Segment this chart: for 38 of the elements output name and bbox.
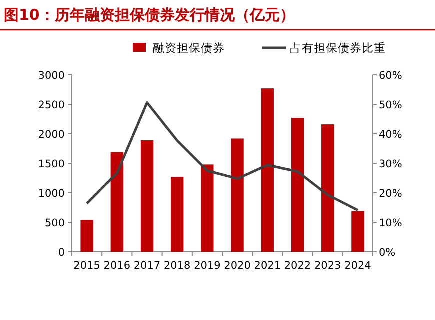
y-tick-label: 500	[44, 218, 65, 230]
bar	[201, 164, 214, 252]
y-tick-label: 2500	[38, 100, 65, 112]
bar	[231, 138, 244, 252]
y2-tick-label: 0%	[379, 247, 396, 259]
y-tick-label: 2000	[38, 129, 65, 141]
bar	[80, 220, 94, 252]
x-tick-label: 2016	[104, 260, 131, 272]
x-tick-label: 2017	[134, 260, 161, 272]
bar	[171, 177, 184, 252]
y2-tick-label: 40%	[379, 129, 402, 141]
x-tick-label: 2021	[254, 260, 282, 272]
legend-label: 融资担保债券	[153, 41, 225, 55]
bar	[140, 140, 154, 252]
x-tick-label: 2018	[164, 260, 191, 272]
bar	[352, 211, 364, 252]
legend-label: 占有担保债券比重	[290, 41, 386, 55]
line-series	[86, 101, 360, 212]
chart-title: 图10：历年融资担保债券发行情况（亿元）	[4, 6, 295, 24]
y-tick-label: 3000	[38, 70, 65, 82]
x-tick-label: 2023	[314, 260, 342, 272]
y2-tick-label: 10%	[379, 218, 402, 230]
x-tick-label: 2022	[284, 260, 312, 272]
bar	[291, 118, 304, 252]
y-tick-label: 1000	[38, 188, 65, 200]
y2-tick-label: 50%	[379, 100, 402, 112]
y2-tick-label: 20%	[379, 188, 402, 200]
y-tick-label: 1500	[38, 158, 65, 170]
bar	[110, 152, 124, 252]
x-tick-label: 2020	[224, 260, 251, 272]
x-tick-label: 2015	[74, 260, 100, 272]
y-tick-label: 0	[58, 247, 65, 259]
y2-tick-label: 60%	[379, 70, 402, 82]
bar	[261, 88, 274, 252]
bar	[322, 124, 334, 252]
y2-tick-label: 30%	[379, 158, 402, 170]
x-tick-label: 2024	[344, 260, 372, 272]
x-tick-label: 2019	[194, 260, 221, 272]
